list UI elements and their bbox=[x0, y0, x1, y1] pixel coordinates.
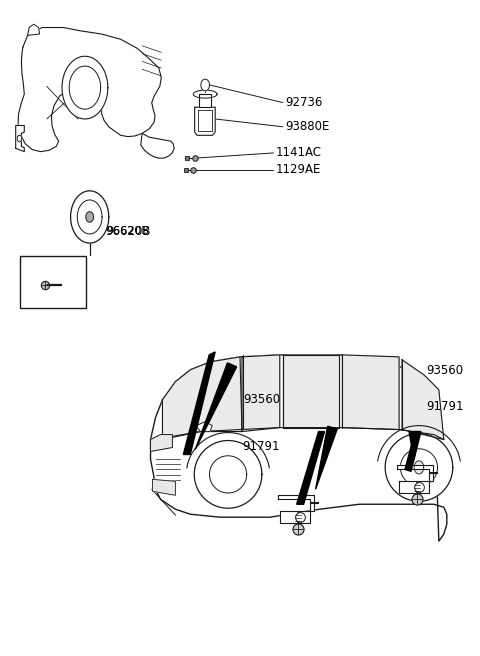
Text: 1129EE: 1129EE bbox=[29, 274, 74, 287]
Polygon shape bbox=[162, 357, 242, 440]
Text: 91791: 91791 bbox=[426, 400, 464, 413]
Polygon shape bbox=[62, 56, 108, 119]
Polygon shape bbox=[18, 28, 161, 152]
Polygon shape bbox=[385, 434, 453, 501]
Polygon shape bbox=[194, 441, 262, 508]
Polygon shape bbox=[195, 107, 215, 135]
Polygon shape bbox=[153, 480, 175, 495]
Polygon shape bbox=[69, 66, 101, 109]
Text: 1129AE: 1129AE bbox=[276, 163, 321, 176]
Text: 93880E: 93880E bbox=[285, 120, 330, 133]
Polygon shape bbox=[242, 355, 280, 432]
Polygon shape bbox=[71, 191, 109, 243]
Polygon shape bbox=[397, 465, 433, 482]
Text: 1141AC: 1141AC bbox=[276, 146, 322, 159]
Polygon shape bbox=[16, 125, 24, 152]
Polygon shape bbox=[342, 355, 399, 430]
Polygon shape bbox=[86, 212, 94, 222]
Text: 93560: 93560 bbox=[243, 394, 280, 406]
Polygon shape bbox=[183, 352, 215, 455]
Polygon shape bbox=[151, 434, 172, 451]
Polygon shape bbox=[399, 482, 429, 493]
Polygon shape bbox=[198, 110, 212, 131]
Polygon shape bbox=[199, 94, 211, 107]
Polygon shape bbox=[28, 24, 39, 35]
Text: 96620B: 96620B bbox=[107, 226, 149, 236]
Polygon shape bbox=[414, 461, 424, 474]
Polygon shape bbox=[405, 432, 421, 472]
Polygon shape bbox=[402, 360, 444, 440]
Bar bbox=[20, 256, 86, 308]
Polygon shape bbox=[297, 432, 324, 504]
Polygon shape bbox=[315, 426, 337, 489]
Polygon shape bbox=[77, 200, 102, 234]
Text: 96620B: 96620B bbox=[105, 225, 151, 238]
Text: 91791: 91791 bbox=[243, 440, 280, 453]
Text: 92736: 92736 bbox=[285, 96, 323, 109]
Polygon shape bbox=[201, 79, 209, 91]
Polygon shape bbox=[283, 355, 339, 428]
Polygon shape bbox=[195, 363, 237, 449]
Polygon shape bbox=[151, 355, 447, 541]
Polygon shape bbox=[141, 133, 174, 158]
Polygon shape bbox=[196, 422, 212, 432]
Polygon shape bbox=[278, 495, 313, 511]
Polygon shape bbox=[17, 135, 22, 142]
Text: 93560: 93560 bbox=[426, 364, 463, 377]
Polygon shape bbox=[409, 432, 419, 459]
Polygon shape bbox=[280, 511, 310, 523]
